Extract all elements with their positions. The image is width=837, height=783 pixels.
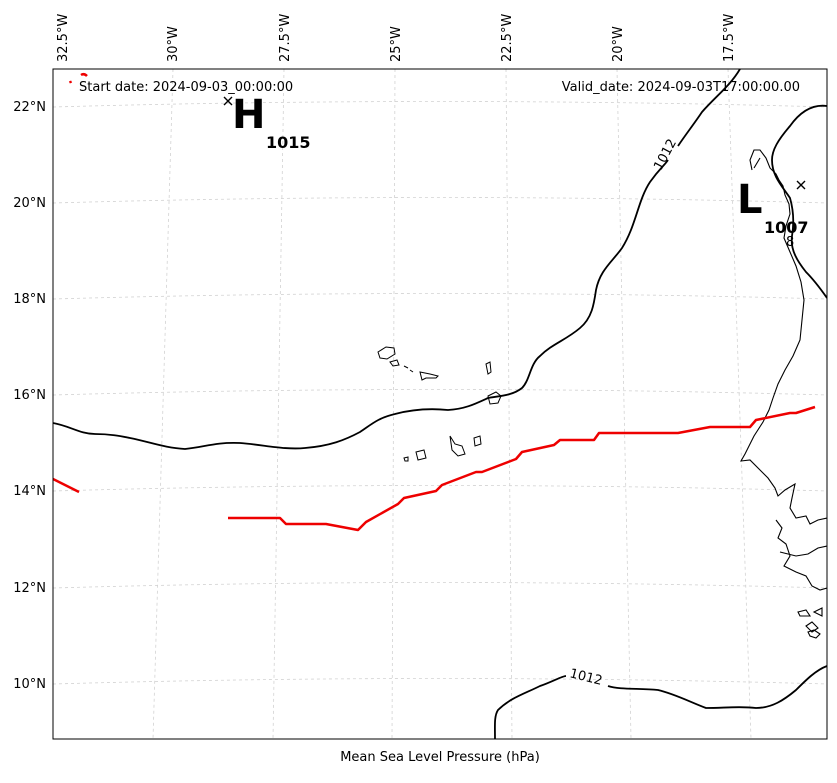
map-area bbox=[53, 69, 827, 739]
island-path bbox=[389, 359, 400, 367]
parallel-line bbox=[53, 197, 827, 204]
low-pressure-value: 1007 bbox=[764, 218, 809, 237]
latitude-ticks: 22°N 20°N 18°N 16°N 14°N 12°N 10°N bbox=[13, 100, 46, 692]
parallel-line bbox=[53, 389, 827, 396]
lat-tick-label: 18°N bbox=[13, 292, 46, 307]
island-path bbox=[487, 391, 502, 405]
lon-tick-label: 32.5°W bbox=[56, 14, 71, 62]
island-path bbox=[485, 361, 492, 375]
storm-track bbox=[53, 72, 816, 532]
lat-tick-label: 20°N bbox=[13, 196, 46, 211]
isobar-line bbox=[771, 104, 827, 299]
lat-tick-label: 22°N bbox=[13, 100, 46, 115]
graticule bbox=[53, 69, 827, 739]
island-path bbox=[473, 435, 482, 447]
lon-tick-label: 20°W bbox=[611, 26, 626, 62]
track-segment bbox=[53, 477, 80, 494]
high-center-marker bbox=[223, 96, 233, 106]
coastline-path bbox=[775, 519, 827, 591]
lon-tick-label: 25°W bbox=[389, 26, 404, 62]
isobar-line bbox=[607, 665, 827, 709]
parallel-line bbox=[53, 293, 827, 300]
lon-tick-label: 30°W bbox=[166, 26, 181, 62]
lat-tick-label: 12°N bbox=[13, 581, 46, 596]
lon-tick-label: 27.5°W bbox=[278, 14, 293, 62]
valid-date-label: Valid_date: 2024-09-03T17:00:00.00 bbox=[562, 80, 800, 95]
track-segment bbox=[228, 405, 816, 532]
parallel-line bbox=[53, 678, 827, 685]
coastline-path bbox=[753, 157, 761, 169]
island-path bbox=[377, 346, 396, 360]
meridian-line bbox=[505, 69, 513, 739]
track-segment bbox=[80, 72, 88, 77]
map-frame bbox=[52, 68, 828, 740]
longitude-ticks: 32.5°W 30°W 27.5°W 25°W 22.5°W 20°W 17.5… bbox=[56, 14, 737, 62]
start-date-label: Start date: 2024-09-03_00:00:00 bbox=[79, 80, 293, 95]
meridian-line bbox=[727, 69, 752, 739]
high-pressure-letter: H bbox=[232, 92, 265, 138]
lon-tick-label: 17.5°W bbox=[722, 14, 737, 62]
coastline bbox=[739, 149, 827, 639]
lat-tick-label: 14°N bbox=[13, 484, 46, 499]
low-contour-label: 8 bbox=[786, 235, 794, 250]
island-path bbox=[449, 435, 466, 457]
lat-tick-label: 10°N bbox=[13, 677, 46, 692]
high-pressure-value: 1015 bbox=[266, 133, 311, 152]
track-segment bbox=[68, 80, 73, 84]
island-path bbox=[419, 371, 439, 381]
island-path bbox=[807, 629, 821, 639]
lat-tick-label: 16°N bbox=[13, 388, 46, 403]
island-path bbox=[805, 621, 819, 633]
island-path bbox=[797, 609, 812, 617]
isobars bbox=[53, 69, 827, 739]
isobar-line bbox=[493, 675, 567, 739]
isobar-line bbox=[53, 159, 669, 450]
isobar-line bbox=[677, 69, 741, 147]
island-path bbox=[403, 365, 409, 369]
island-path bbox=[812, 607, 823, 617]
x-axis-label: Mean Sea Level Pressure (hPa) bbox=[340, 750, 540, 765]
island-path bbox=[409, 369, 414, 373]
island-path bbox=[415, 449, 427, 461]
meridian-line bbox=[152, 69, 174, 739]
coastline-path bbox=[739, 149, 827, 525]
meridian-line bbox=[272, 69, 285, 739]
low-center-marker bbox=[796, 180, 806, 190]
coastline-path bbox=[779, 545, 827, 557]
parallel-line bbox=[53, 101, 827, 108]
low-pressure-letter: L bbox=[737, 177, 763, 223]
parallel-line bbox=[53, 582, 827, 589]
parallel-line bbox=[53, 485, 827, 492]
meridian-line bbox=[391, 69, 396, 739]
island-path bbox=[403, 456, 409, 462]
lon-tick-label: 22.5°W bbox=[500, 14, 515, 62]
meridian-line bbox=[616, 69, 632, 739]
center-markers bbox=[223, 96, 806, 190]
islands bbox=[377, 346, 502, 462]
